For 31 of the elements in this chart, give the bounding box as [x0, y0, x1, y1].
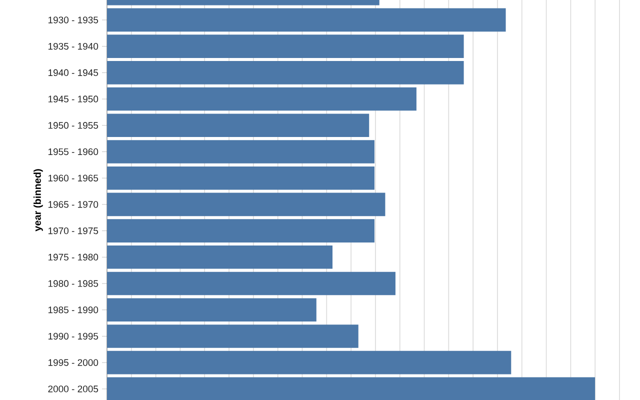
y-tick-label: 1940 - 1945 [48, 69, 98, 76]
bar [107, 114, 370, 138]
y-tick-label: 1950 - 1955 [48, 122, 98, 129]
bar [107, 324, 358, 348]
bar [107, 166, 374, 190]
bar [107, 219, 374, 242]
bar [107, 140, 374, 164]
y-axis-title: year (binned) [34, 169, 43, 232]
bar [107, 8, 506, 32]
y-tick-label: 1985 - 1990 [48, 306, 98, 314]
bar [107, 350, 512, 374]
y-tick-label: 1970 - 1975 [48, 227, 98, 234]
y-tick-label: 1980 - 1985 [48, 280, 98, 287]
bar [107, 61, 464, 84]
y-tick-label: 1990 - 1995 [48, 332, 98, 340]
y-tick-label: 1975 - 1980 [48, 254, 98, 261]
y-tick-label: 1955 - 1960 [48, 148, 98, 156]
y-tick-label: 1945 - 1950 [48, 96, 98, 102]
bar [107, 298, 316, 322]
y-tick-label: 1935 - 1940 [48, 42, 98, 50]
bar [107, 246, 332, 269]
y-tick-label: 1960 - 1965 [48, 174, 98, 182]
y-tick-label: 1930 - 1935 [48, 16, 98, 24]
bar [107, 87, 416, 111]
bar [107, 377, 596, 400]
y-tick-label: 1965 - 1970 [48, 201, 98, 208]
bar [107, 272, 396, 296]
bar [107, 192, 386, 216]
y-tick-label: 2000 - 2005 [48, 386, 98, 392]
y-tick-label: 1995 - 2000 [48, 359, 98, 366]
bar [107, 34, 464, 58]
